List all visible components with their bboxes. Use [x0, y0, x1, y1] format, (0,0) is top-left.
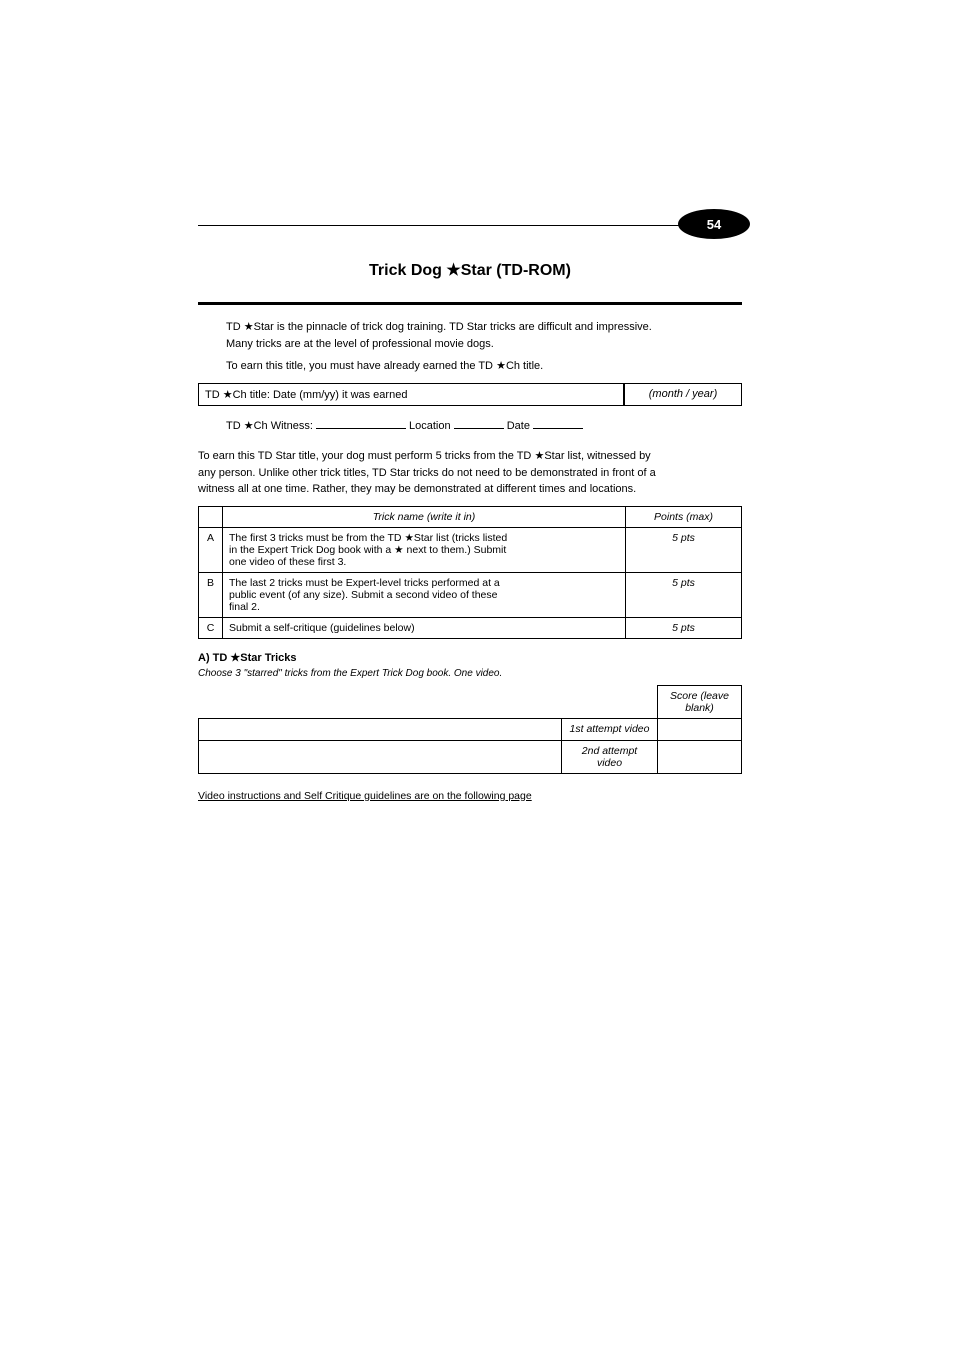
row-desc: Submit a self-critique (guidelines below…: [223, 617, 626, 638]
trickA-label-prefix: A) TD: [198, 652, 230, 664]
page: 54 Trick Dog ★Star (TD-ROM) TD ★Star is …: [0, 0, 954, 1351]
title-text-prefix: Trick Dog: [369, 262, 446, 279]
overview-l1-rest: Star is the pinnacle of trick dog traini…: [254, 321, 652, 333]
rowA-l1-prefix: The first 3 tricks must be from the TD: [229, 532, 404, 544]
header-bar: 54: [198, 225, 742, 226]
star-icon: ★: [244, 418, 254, 435]
row-desc: The first 3 tricks must be from the TD ★…: [223, 527, 626, 572]
score-field[interactable]: [658, 718, 742, 740]
date-blank[interactable]: [533, 419, 583, 429]
rowB-l3: final 2.: [229, 601, 260, 613]
fill-prefix: TD: [226, 420, 244, 432]
row-num: A: [199, 527, 223, 572]
witness-blank[interactable]: [316, 419, 406, 429]
table-header-trick: Trick name (write it in): [223, 506, 626, 527]
trick-entry-row: 2nd attempt video: [199, 740, 742, 773]
s2-l2: any person. Unlike other trick titles, T…: [198, 467, 656, 479]
attempt-label: 2nd attempt video: [562, 740, 658, 773]
page-title: Trick Dog ★Star (TD-ROM): [198, 260, 742, 280]
box-left-rest: Ch title: Date (mm/yy) it was earned: [233, 389, 408, 401]
overview-l3-rest: Ch title.: [506, 360, 543, 372]
section-a-label: A) TD ★Star Tricks: [198, 651, 742, 664]
score-field[interactable]: [658, 740, 742, 773]
requirements-table: Trick name (write it in) Points (max) A …: [198, 506, 742, 639]
rowA-l1-rest: Star list (tricks listed: [414, 532, 507, 544]
earned-date-box: TD ★Ch title: Date (mm/yy) it was earned…: [198, 383, 742, 406]
attempt-label: 1st attempt video: [562, 718, 658, 740]
trick-entry-row: 1st attempt video: [199, 718, 742, 740]
overview-para2: To earn this title, you must have alread…: [198, 358, 742, 375]
star-icon: ★: [230, 651, 240, 664]
trick-entry-table: Score (leave blank) 1st attempt video 2n…: [198, 685, 742, 774]
page-number: 54: [707, 217, 721, 232]
trick-score-header-row: Score (leave blank): [199, 685, 742, 718]
trickA-label-rest: Star Tricks: [240, 652, 296, 664]
star-icon: ★: [223, 388, 233, 401]
table-row: B The last 2 tricks must be Expert-level…: [199, 572, 742, 617]
section2-para: To earn this TD Star title, your dog mus…: [198, 448, 742, 498]
overview-l2: Many tricks are at the level of professi…: [226, 338, 494, 350]
row-num: B: [199, 572, 223, 617]
rowB-l1: The last 2 tricks must be Expert-level t…: [229, 577, 500, 589]
s2-l1-rest: Star list, witnessed by: [544, 450, 650, 462]
star-icon: ★: [404, 532, 413, 544]
location-blank[interactable]: [454, 419, 504, 429]
row-points: 5 pts: [626, 617, 742, 638]
footer-notice: Video instructions and Self Critique gui…: [198, 790, 742, 802]
fill-mid2: Location: [406, 420, 454, 432]
overview-l1-prefix: TD: [226, 321, 244, 333]
fill-mid1: Ch Witness:: [254, 420, 316, 432]
earned-date-placeholder: (month / year): [649, 388, 717, 400]
rowA-l2-rest: next to them.) Submit: [404, 544, 507, 556]
table-header-blank: [199, 506, 223, 527]
overview-para: TD ★Star is the pinnacle of trick dog tr…: [198, 319, 742, 352]
score-header: Score (leave blank): [658, 685, 742, 718]
table-header-row: Trick name (write it in) Points (max): [199, 506, 742, 527]
row-desc: The last 2 tricks must be Expert-level t…: [223, 572, 626, 617]
box-left-prefix: TD: [205, 389, 223, 401]
table-header-points: Points (max): [626, 506, 742, 527]
star-icon: ★: [496, 358, 506, 375]
title-text-suffix: Star (TD-ROM): [461, 262, 571, 279]
title-rule: [198, 302, 742, 305]
rowA-l3: one video of these first 3.: [229, 556, 346, 568]
row-points: 5 pts: [626, 527, 742, 572]
trick-name-field[interactable]: [199, 740, 562, 773]
fill-mid3: Date: [504, 420, 533, 432]
trick-name-field[interactable]: [199, 718, 562, 740]
row-num: C: [199, 617, 223, 638]
star-icon: ★: [446, 260, 460, 280]
header-rule: [198, 225, 742, 226]
rowA-l2-prefix: in the Expert Trick Dog book with a: [229, 544, 394, 556]
star-icon: ★: [394, 544, 403, 556]
star-icon: ★: [244, 319, 254, 336]
row-points: 5 pts: [626, 572, 742, 617]
content-area: 54 Trick Dog ★Star (TD-ROM) TD ★Star is …: [198, 225, 742, 802]
section-a-instructions: Choose 3 "starred" tricks from the Exper…: [198, 668, 742, 679]
star-icon: ★: [534, 448, 544, 465]
earned-date-field[interactable]: (month / year): [625, 384, 741, 405]
page-number-badge: 54: [678, 209, 750, 239]
rowB-l2: public event (of any size). Submit a sec…: [229, 589, 497, 601]
earned-date-label: TD ★Ch title: Date (mm/yy) it was earned: [199, 384, 625, 405]
table-row: A The first 3 tricks must be from the TD…: [199, 527, 742, 572]
overview-l3-prefix: To earn this title, you must have alread…: [226, 360, 496, 372]
witness-line: TD ★Ch Witness: Location Date: [198, 418, 742, 435]
table-row: C Submit a self-critique (guidelines bel…: [199, 617, 742, 638]
s2-l3: witness all at one time. Rather, they ma…: [198, 483, 636, 495]
s2-l1-prefix: To earn this TD Star title, your dog mus…: [198, 450, 534, 462]
